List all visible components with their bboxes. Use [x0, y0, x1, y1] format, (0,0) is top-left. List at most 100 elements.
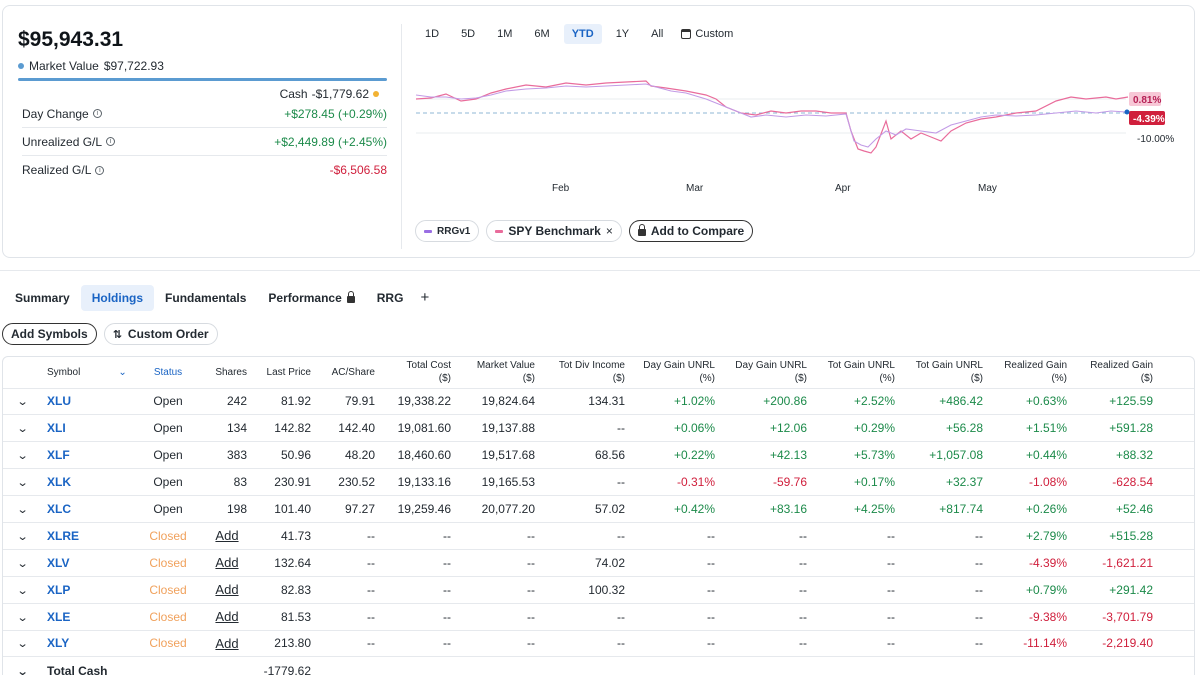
tab-summary[interactable]: Summary — [15, 291, 70, 305]
symbol-link[interactable]: XLK — [43, 468, 133, 496]
cash-row: Cash -$1,779.62 — [280, 87, 379, 101]
expand-row-chevron-icon[interactable]: ⌄ — [3, 414, 43, 442]
symbol-link[interactable]: XLV — [43, 548, 133, 577]
col-shares[interactable]: Shares — [215, 366, 247, 378]
table-row[interactable]: ⌄ XLU Open 242 81.92 79.91 19,338.22 19,824.64 1… — [3, 387, 1194, 415]
realized-value: -$6,506.58 — [329, 163, 387, 177]
col-tot-gain-usd[interactable]: Tot Gain UNRL ($) — [915, 360, 983, 385]
unrealized-row: Unrealized G/L i +$2,449.89 (+2.45%) — [22, 128, 387, 156]
col-day-gain-usd[interactable]: Day Gain UNRL ($) — [735, 360, 807, 385]
col-status[interactable]: Status — [153, 366, 183, 378]
tab-holdings[interactable]: Holdings — [80, 285, 155, 311]
info-icon[interactable]: i — [106, 137, 116, 146]
add-to-compare-button[interactable]: Add to Compare — [628, 220, 754, 242]
expand-row-chevron-icon[interactable]: ⌄ — [3, 548, 43, 577]
performance-chart[interactable]: -10.00% Feb Mar Apr May 0.81% -4.39% — [406, 61, 1196, 201]
value-badge-spy — [1129, 92, 1161, 106]
tab-fundamentals[interactable]: Fundamentals — [165, 291, 247, 305]
expand-row-chevron-icon[interactable]: ⌄ — [3, 521, 43, 550]
status-cell: Closed — [133, 602, 203, 631]
total-cost-cell: 19,338.22 — [379, 387, 455, 415]
range-1d[interactable]: 1D — [425, 28, 440, 40]
ac-share-cell: -- — [315, 575, 379, 604]
col-ac-share[interactable]: AC/Share — [331, 366, 375, 378]
day-gain-pct-cell: -- — [629, 575, 719, 604]
table-row[interactable]: ⌄ XLY Closed Add 213.80 -- -- -- -- -- -- -- -- -11.1… — [3, 629, 1194, 657]
col-tot-div-income[interactable]: Tot Div Income ($) — [558, 360, 625, 385]
add-shares-link[interactable]: Add — [203, 521, 251, 550]
legend-rrgv1[interactable]: RRGv1 — [415, 220, 480, 242]
col-tot-gain-pct[interactable]: Tot Gain UNRL (%) — [827, 360, 895, 385]
col-market-value[interactable]: Market Value ($) — [476, 360, 535, 385]
expand-row-chevron-icon[interactable]: ⌄ — [3, 468, 43, 496]
table-row[interactable]: ⌄ XLE Closed Add 81.53 -- -- -- -- -- -- -- -- -9.38%… — [3, 602, 1194, 631]
tab-rrg[interactable]: RRG — [376, 291, 404, 305]
range-custom-button[interactable]: Custom — [677, 24, 737, 44]
tab-performance[interactable]: Performance — [257, 285, 365, 311]
col-day-gain-pct[interactable]: Day Gain UNRL (%) — [643, 360, 715, 385]
symbol-link[interactable]: XLF — [43, 441, 133, 469]
symbol-link[interactable]: XLU — [43, 387, 133, 415]
col-realized-usd[interactable]: Realized Gain ($) — [1090, 360, 1153, 385]
day-gain-usd-cell: +83.16 — [719, 495, 811, 523]
range-1m[interactable]: 1M — [497, 28, 513, 40]
range-1y[interactable]: 1Y — [615, 28, 630, 40]
table-row[interactable]: ⌄ XLV Closed Add 132.64 -- -- -- 74.02 -- -- -- -- -4… — [3, 548, 1194, 577]
col-last-price[interactable]: Last Price — [266, 366, 311, 378]
add-shares-link[interactable]: Add — [203, 629, 251, 657]
info-icon[interactable]: i — [92, 109, 102, 118]
table-row[interactable]: ⌄ XLK Open 83 230.91 230.52 19,133.16 19,165.53… — [3, 468, 1194, 496]
ac-share-cell: 79.91 — [315, 387, 379, 415]
legend-swatch — [424, 229, 432, 233]
last-price-cell: 81.92 — [251, 387, 315, 415]
symbol-link[interactable]: XLE — [43, 602, 133, 631]
range-ytd[interactable]: YTD — [563, 24, 602, 44]
chevron-down-icon[interactable]: ⌄ — [118, 366, 127, 378]
info-icon[interactable]: i — [95, 165, 105, 175]
col-realized-pct[interactable]: Realized Gain (%) — [1004, 360, 1067, 385]
expand-row-chevron-icon[interactable]: ⌄ — [3, 575, 43, 604]
table-row[interactable]: ⌄ XLF Open 383 50.96 48.20 18,460.60 19,517.68 6… — [3, 441, 1194, 469]
symbol-link[interactable]: XLRE — [43, 521, 133, 550]
total-cash-row[interactable]: ⌄ Total Cash -1779.62 — [3, 656, 1194, 675]
add-shares-link[interactable]: Add — [203, 575, 251, 604]
realized-pct-cell: +0.63% — [987, 387, 1071, 415]
last-price-cell: 101.40 — [251, 495, 315, 523]
symbol-link[interactable]: XLI — [43, 414, 133, 442]
tot-div-income-cell: 74.02 — [539, 548, 629, 577]
add-shares-link[interactable]: Add — [203, 548, 251, 577]
col-symbol[interactable]: Symbol ⌄ — [47, 366, 127, 378]
add-tab-button[interactable]: + — [420, 289, 430, 306]
col-total-cost[interactable]: Total Cost ($) — [406, 360, 451, 385]
symbol-link[interactable]: XLY — [43, 629, 133, 657]
add-shares-link[interactable]: Add — [203, 602, 251, 631]
expand-row-chevron-icon[interactable]: ⌄ — [3, 387, 43, 415]
table-row[interactable]: ⌄ XLI Open 134 142.82 142.40 19,081.60 19,137.8… — [3, 414, 1194, 442]
portfolio-value: $95,943.31 — [18, 28, 124, 51]
table-row[interactable]: ⌄ XLRE Closed Add 41.73 -- -- -- -- -- -- -- -- +2.79… — [3, 521, 1194, 550]
total-cost-cell: -- — [379, 602, 455, 631]
tot-gain-pct-cell: -- — [811, 602, 899, 631]
add-symbols-button[interactable]: Add Symbols — [2, 323, 97, 345]
day-gain-pct-cell: -- — [629, 629, 719, 657]
expand-row-chevron-icon[interactable]: ⌄ — [3, 656, 43, 675]
expand-row-chevron-icon[interactable]: ⌄ — [3, 602, 43, 631]
custom-order-button[interactable]: ⇅ Custom Order — [103, 323, 218, 345]
symbol-link[interactable]: XLP — [43, 575, 133, 604]
range-5d[interactable]: 5D — [461, 28, 476, 40]
tot-gain-usd-cell: +817.74 — [899, 495, 987, 523]
symbol-link[interactable]: XLC — [43, 495, 133, 523]
expand-row-chevron-icon[interactable]: ⌄ — [3, 441, 43, 469]
range-6m[interactable]: 6M — [534, 28, 550, 40]
expand-row-chevron-icon[interactable]: ⌄ — [3, 629, 43, 657]
day-gain-pct-cell: +0.22% — [629, 441, 719, 469]
range-all[interactable]: All — [651, 28, 664, 40]
expand-row-chevron-icon[interactable]: ⌄ — [3, 495, 43, 523]
tot-div-income-cell: -- — [539, 629, 629, 657]
table-row[interactable]: ⌄ XLC Open 198 101.40 97.27 19,259.46 20,077.20… — [3, 495, 1194, 523]
close-icon[interactable]: × — [605, 224, 613, 238]
legend-spy[interactable]: SPY Benchmark × — [486, 220, 622, 242]
table-row[interactable]: ⌄ XLP Closed Add 82.83 -- -- -- 100.32 -- -- -- -- +0… — [3, 575, 1194, 604]
realized-pct-cell: -1.08% — [987, 468, 1071, 496]
market-value-cell: 19,137.88 — [455, 414, 539, 442]
